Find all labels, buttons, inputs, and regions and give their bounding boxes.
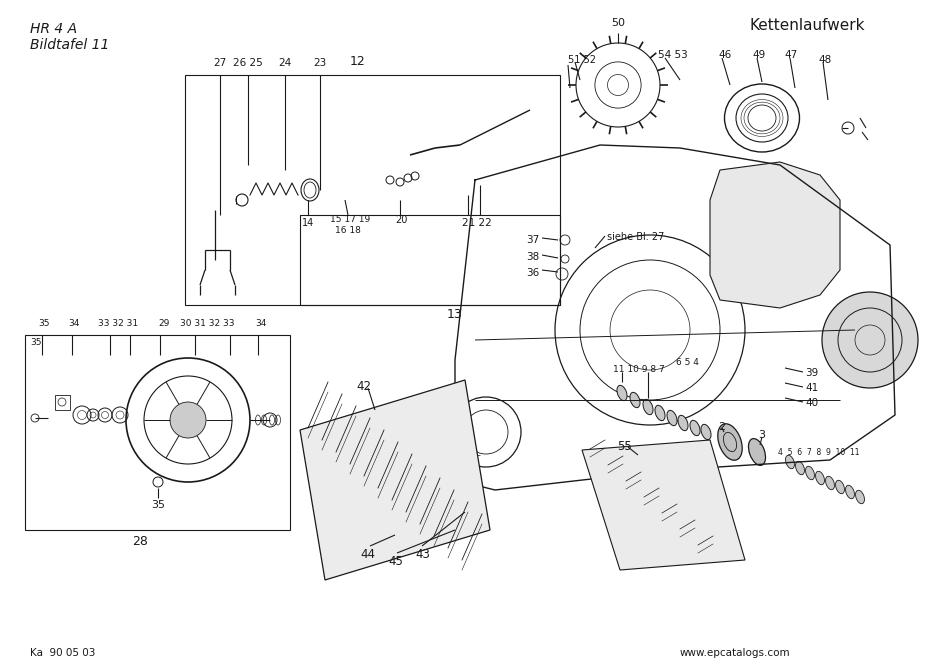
Text: 16 18: 16 18 — [335, 226, 361, 235]
Text: 21 22: 21 22 — [462, 218, 492, 228]
Text: 20: 20 — [395, 215, 408, 225]
Ellipse shape — [855, 490, 865, 504]
Text: 35: 35 — [38, 319, 49, 328]
Text: 48: 48 — [818, 55, 831, 65]
Text: HR 4 A: HR 4 A — [30, 22, 77, 36]
Polygon shape — [300, 380, 490, 580]
Ellipse shape — [667, 410, 677, 425]
Ellipse shape — [835, 480, 845, 494]
Polygon shape — [582, 440, 745, 570]
Text: 55: 55 — [617, 440, 631, 453]
Text: 33 32 31: 33 32 31 — [98, 319, 138, 328]
Text: 50: 50 — [611, 18, 625, 28]
Text: 38: 38 — [526, 252, 539, 262]
Bar — [25, 335, 290, 530]
Text: 49: 49 — [752, 50, 765, 60]
Text: www.epcatalogs.com: www.epcatalogs.com — [680, 648, 791, 658]
Text: 2: 2 — [718, 422, 725, 432]
Ellipse shape — [701, 424, 711, 440]
Ellipse shape — [630, 392, 640, 407]
Polygon shape — [710, 162, 840, 308]
Text: 29: 29 — [158, 319, 170, 328]
Text: siehe Bl. 27: siehe Bl. 27 — [607, 232, 665, 242]
Text: 35: 35 — [151, 500, 165, 510]
Text: 28: 28 — [132, 535, 148, 548]
Ellipse shape — [655, 405, 665, 421]
Text: 40: 40 — [805, 398, 818, 408]
Ellipse shape — [826, 476, 834, 490]
Text: 54 53: 54 53 — [658, 50, 687, 60]
Ellipse shape — [786, 456, 794, 469]
Text: 47: 47 — [784, 50, 797, 60]
Text: 23: 23 — [314, 58, 327, 68]
Text: 35: 35 — [30, 338, 42, 347]
Text: 34: 34 — [68, 319, 80, 328]
Ellipse shape — [718, 423, 742, 460]
Text: Kettenlaufwerk: Kettenlaufwerk — [750, 18, 866, 33]
Text: 26 25: 26 25 — [233, 58, 263, 68]
Text: 41: 41 — [805, 383, 818, 393]
Text: 30 31 32 33: 30 31 32 33 — [180, 319, 234, 328]
Text: 13: 13 — [447, 308, 463, 321]
Text: 15 17 19: 15 17 19 — [330, 215, 371, 224]
Ellipse shape — [643, 399, 653, 415]
Bar — [300, 215, 560, 305]
Bar — [55, 395, 70, 410]
Ellipse shape — [617, 385, 627, 401]
Text: 46: 46 — [718, 50, 731, 60]
Text: 6 5 4: 6 5 4 — [676, 358, 699, 367]
Text: 4  5  6  7  8  9  10  11: 4 5 6 7 8 9 10 11 — [778, 448, 860, 457]
Circle shape — [822, 292, 918, 388]
Bar — [185, 75, 560, 305]
Text: 14: 14 — [302, 218, 314, 228]
Ellipse shape — [846, 485, 854, 498]
Text: 44: 44 — [360, 548, 375, 561]
Text: 51 52: 51 52 — [568, 55, 596, 65]
Ellipse shape — [795, 462, 805, 475]
Circle shape — [170, 402, 206, 438]
Ellipse shape — [449, 460, 476, 484]
Text: 42: 42 — [356, 380, 371, 393]
Text: 43: 43 — [415, 548, 429, 561]
Ellipse shape — [815, 471, 825, 485]
Text: 24: 24 — [279, 58, 292, 68]
Text: 34: 34 — [255, 319, 266, 328]
Text: 37: 37 — [526, 235, 539, 245]
Text: 36: 36 — [526, 268, 539, 278]
Ellipse shape — [690, 420, 700, 436]
Text: 39: 39 — [805, 368, 818, 378]
Text: 11 10 9 8 7: 11 10 9 8 7 — [613, 365, 665, 374]
Text: 45: 45 — [388, 555, 403, 568]
Ellipse shape — [678, 415, 688, 431]
Ellipse shape — [749, 439, 766, 466]
Text: 12: 12 — [350, 55, 366, 68]
Text: Ka  90 05 03: Ka 90 05 03 — [30, 648, 96, 658]
Text: 27: 27 — [213, 58, 227, 68]
Text: Bildtafel 11: Bildtafel 11 — [30, 38, 109, 52]
Text: 3: 3 — [758, 430, 765, 440]
Ellipse shape — [806, 466, 814, 480]
